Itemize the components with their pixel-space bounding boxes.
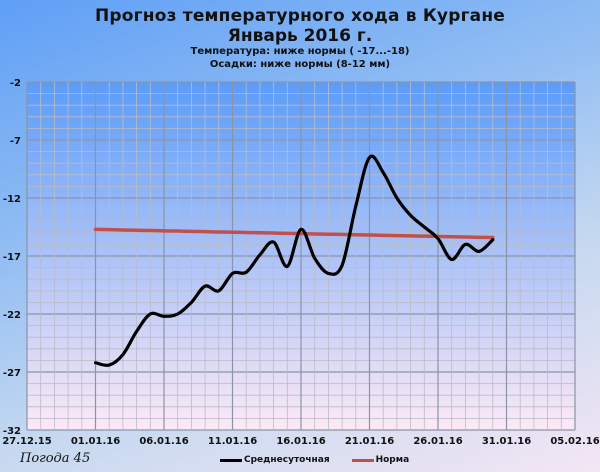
series-lines <box>93 154 495 367</box>
legend-label: Среднесуточная <box>244 455 330 465</box>
legend-label: Норма <box>375 455 410 465</box>
x-tick-label: 31.01.16 <box>482 436 531 447</box>
y-tick-label: -7 <box>10 136 21 147</box>
x-tick-label: 11.01.16 <box>208 436 257 447</box>
x-tick-label: 21.01.16 <box>345 436 394 447</box>
legend-swatch-black <box>220 458 242 462</box>
brand-label: Погода 45 <box>20 451 91 466</box>
x-tick-label: 06.01.16 <box>139 436 188 447</box>
legend-item-norm: Норма <box>351 455 410 465</box>
legend-item-daily-mean: Среднесуточная <box>220 455 330 465</box>
x-tick-label: 27.12.15 <box>2 436 51 447</box>
y-tick-label: -32 <box>3 426 21 437</box>
y-tick-label: -2 <box>10 78 21 89</box>
x-tick-label: 26.01.16 <box>413 436 462 447</box>
x-tick-label: 05.02.16 <box>550 436 599 447</box>
series-daily-mean-line <box>93 154 495 367</box>
x-axis: 27.12.15 01.01.16 06.01.16 11.01.16 16.01.16… <box>2 436 599 447</box>
gridlines <box>26 81 576 431</box>
legend-swatch-red <box>351 458 374 462</box>
chart-title: Прогноз температурного хода в Кургане <box>95 6 505 26</box>
y-axis: -2 -7 -12 -17 -22 -27 -32 <box>3 78 21 437</box>
temperature-note: Температура: ниже нормы ( -17...-18) <box>190 46 410 57</box>
x-tick-label: 01.01.16 <box>71 436 120 447</box>
series-norm-line <box>93 227 495 240</box>
y-tick-label: -27 <box>3 368 21 379</box>
legend: Среднесуточная Норма <box>220 455 409 465</box>
x-tick-label: 16.01.16 <box>276 436 325 447</box>
precipitation-note: Осадки: ниже нормы (8-12 мм) <box>209 59 391 70</box>
chart-subtitle: Январь 2016 г. <box>227 26 373 46</box>
y-tick-label: -12 <box>3 194 21 205</box>
y-tick-label: -22 <box>3 310 21 321</box>
y-tick-label: -17 <box>3 252 21 263</box>
